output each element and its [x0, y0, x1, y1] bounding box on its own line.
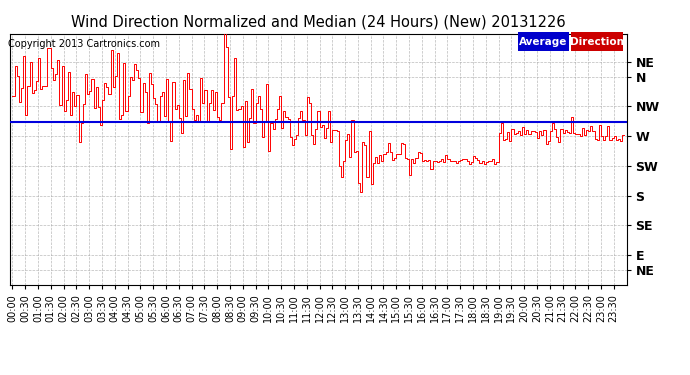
- Text: Average: Average: [519, 37, 568, 46]
- Title: Wind Direction Normalized and Median (24 Hours) (New) 20131226: Wind Direction Normalized and Median (24…: [71, 15, 566, 30]
- Text: Copyright 2013 Cartronics.com: Copyright 2013 Cartronics.com: [8, 39, 160, 50]
- Text: Direction: Direction: [570, 37, 624, 46]
